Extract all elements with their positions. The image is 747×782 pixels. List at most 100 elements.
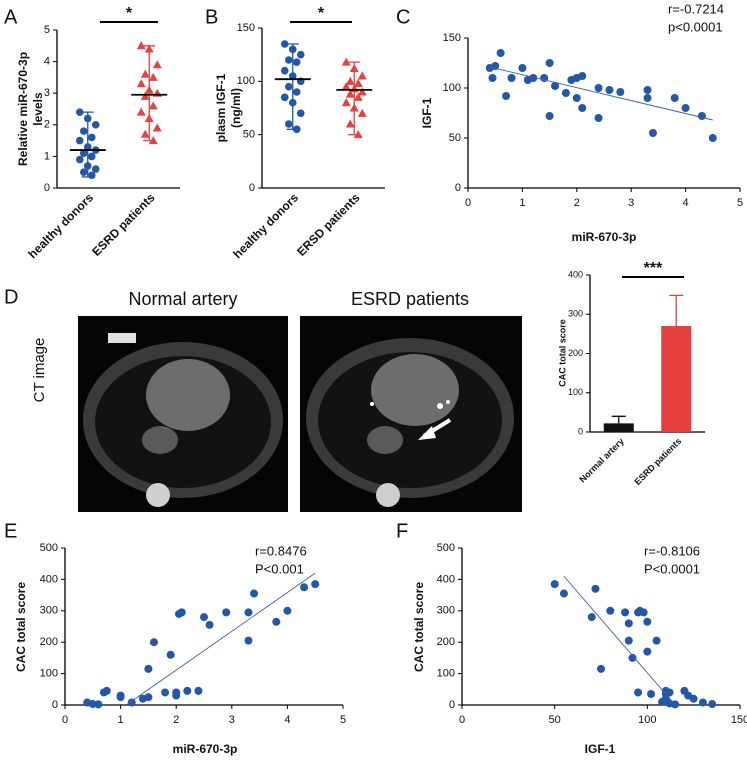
x-tick-label: ERSD patients [294, 190, 363, 259]
data-point [194, 686, 203, 695]
data-point [341, 98, 351, 107]
whisker [348, 61, 361, 136]
data-point [357, 108, 367, 117]
y-tick-label: 100 [237, 75, 255, 87]
y-tick-label: 50 [243, 129, 255, 141]
data-point [643, 617, 652, 626]
y-tick-label: 0 [449, 699, 455, 711]
data-point [149, 638, 158, 647]
panel-letter: B [205, 6, 218, 28]
image-title: Normal artery [128, 289, 237, 309]
y-tick-label: 300 [437, 605, 455, 617]
data-point [559, 589, 568, 598]
y-tick-label: 0 [44, 182, 50, 194]
data-point [647, 690, 656, 699]
data-point [345, 119, 355, 128]
x-axis-label: miR-670-3p [572, 230, 637, 244]
data-point [296, 109, 305, 118]
error-bar [611, 415, 626, 424]
y-axis-label: CAC total score [412, 582, 426, 672]
x-tick-label: 0 [465, 197, 471, 209]
ct-image [300, 316, 522, 512]
data-point [689, 694, 698, 703]
data-point [172, 688, 181, 697]
y-axis-label: CAC total score [14, 582, 28, 672]
y-tick-label: 150 [237, 22, 255, 34]
y-tick-label: 0 [52, 699, 58, 711]
x-tick-label: 5 [340, 714, 346, 726]
y-axis-label: IGF-1 [420, 97, 434, 128]
data-point [353, 78, 363, 87]
data-point [605, 86, 614, 94]
data-point [140, 129, 150, 138]
data-point [561, 89, 570, 97]
data-point [177, 608, 186, 617]
y-tick-label: 500 [40, 542, 58, 554]
data-point [166, 650, 175, 659]
x-tick-label: 4 [683, 197, 689, 209]
data-point [670, 94, 679, 102]
data-point [652, 636, 661, 645]
data-point [244, 636, 253, 645]
annotation: r=-0.8106 [644, 543, 700, 558]
annotation: *** [644, 260, 663, 277]
x-tick-label: 2 [173, 714, 179, 726]
x-tick-label: 3 [628, 197, 634, 209]
y-tick-label: 0 [249, 182, 255, 194]
data-point [529, 74, 538, 82]
x-tick-label: ESRD patients [632, 436, 683, 487]
data-point [551, 82, 560, 90]
y-tick-label: 4 [44, 56, 50, 68]
panel-letter: F [396, 520, 408, 542]
x-tick-label: 0 [62, 714, 68, 726]
data-point [250, 589, 259, 598]
data-point [594, 84, 603, 92]
image-title: ESRD patients [351, 289, 469, 309]
data-point [488, 74, 497, 82]
y-tick-label: 1 [44, 150, 50, 162]
y-tick-label: 100 [40, 668, 58, 680]
data-point [606, 606, 615, 615]
row-label: CT image [31, 338, 48, 403]
bar [661, 326, 692, 432]
whisker [143, 45, 156, 142]
whisker [81, 111, 94, 178]
data-point [345, 76, 355, 85]
x-tick-label: healthy donors [230, 190, 301, 261]
data-point [284, 56, 293, 64]
data-point [148, 72, 158, 81]
data-point [624, 619, 633, 628]
data-point [144, 693, 153, 702]
y-tick-label: 150 [443, 32, 461, 44]
annotation: r=0.8476 [255, 543, 307, 558]
data-point [152, 123, 162, 132]
data-point [357, 87, 367, 96]
data-point [708, 134, 717, 142]
data-point [681, 104, 690, 112]
x-tick-label: 5 [737, 197, 743, 209]
data-point [79, 127, 88, 135]
x-axis-label: miR-670-3p [173, 742, 238, 756]
y-tick-label: 500 [437, 542, 455, 554]
annotation: * [126, 5, 133, 22]
y-tick-label: 200 [568, 348, 583, 358]
data-point [79, 149, 88, 158]
data-point [353, 92, 363, 101]
y-tick-label: 400 [437, 573, 455, 585]
x-tick-label: healthy donors [25, 190, 96, 261]
annotation: * [318, 5, 325, 22]
data-point [496, 49, 505, 57]
data-point [91, 165, 100, 173]
data-point [628, 653, 637, 662]
data-point [284, 120, 293, 128]
fit-line [489, 66, 713, 121]
panel-letter: D [4, 286, 18, 308]
annotation: p<0.0001 [668, 19, 723, 34]
data-point [222, 608, 231, 617]
y-tick-label: 100 [437, 668, 455, 680]
data-point [280, 40, 289, 48]
data-point [292, 58, 301, 66]
x-tick-label: Normal artery [577, 436, 625, 484]
data-point [127, 698, 136, 707]
